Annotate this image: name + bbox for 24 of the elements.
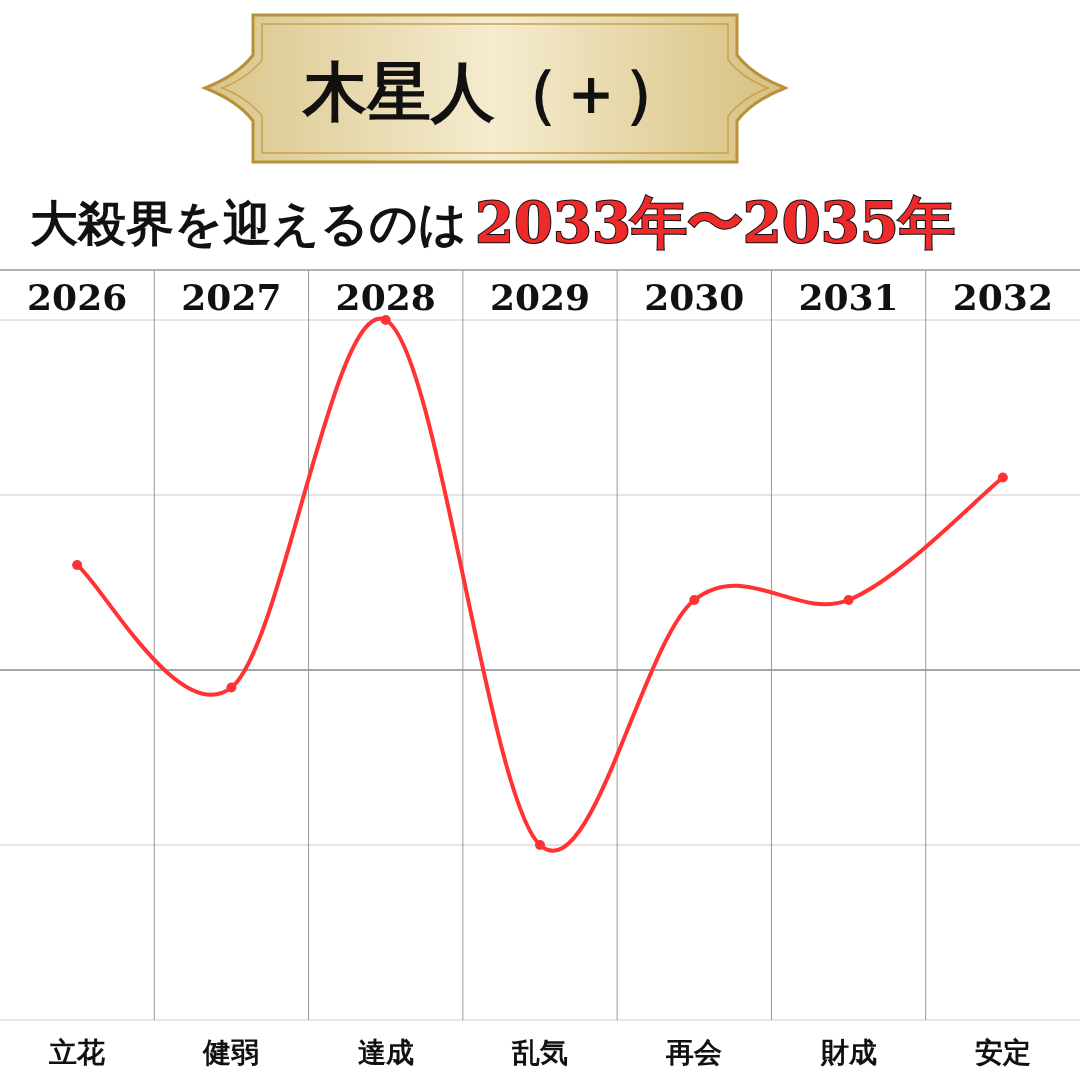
text: 立花 <box>48 1036 106 1069</box>
point <box>843 595 854 605</box>
point <box>226 682 237 693</box>
text: 健弱 <box>202 1036 260 1069</box>
x-tick-label: 2026 <box>27 276 128 318</box>
point <box>380 315 391 325</box>
x-tick-label: 2032 <box>952 276 1053 318</box>
chart-subtitle: 大殺界を迎えるのは <box>30 195 467 251</box>
x-tick-label: 2031 <box>798 276 899 318</box>
point <box>689 595 700 605</box>
chart-title: 木星人（＋） <box>301 54 687 129</box>
x-tick-label: 2027 <box>181 276 282 318</box>
point <box>535 840 545 850</box>
x-tick-label: 2030 <box>644 276 745 318</box>
x-tick-label: 2028 <box>335 276 436 318</box>
text: 再会 <box>665 1036 723 1069</box>
point <box>72 560 83 570</box>
point <box>997 472 1008 483</box>
text: 乱気 <box>511 1036 568 1069</box>
text: 安定 <box>974 1036 1031 1069</box>
text: 達成 <box>357 1036 414 1069</box>
x-tick-label: 2029 <box>489 276 591 318</box>
text: 2033年〜2035年 <box>475 189 955 255</box>
text: 財成 <box>819 1036 877 1069</box>
